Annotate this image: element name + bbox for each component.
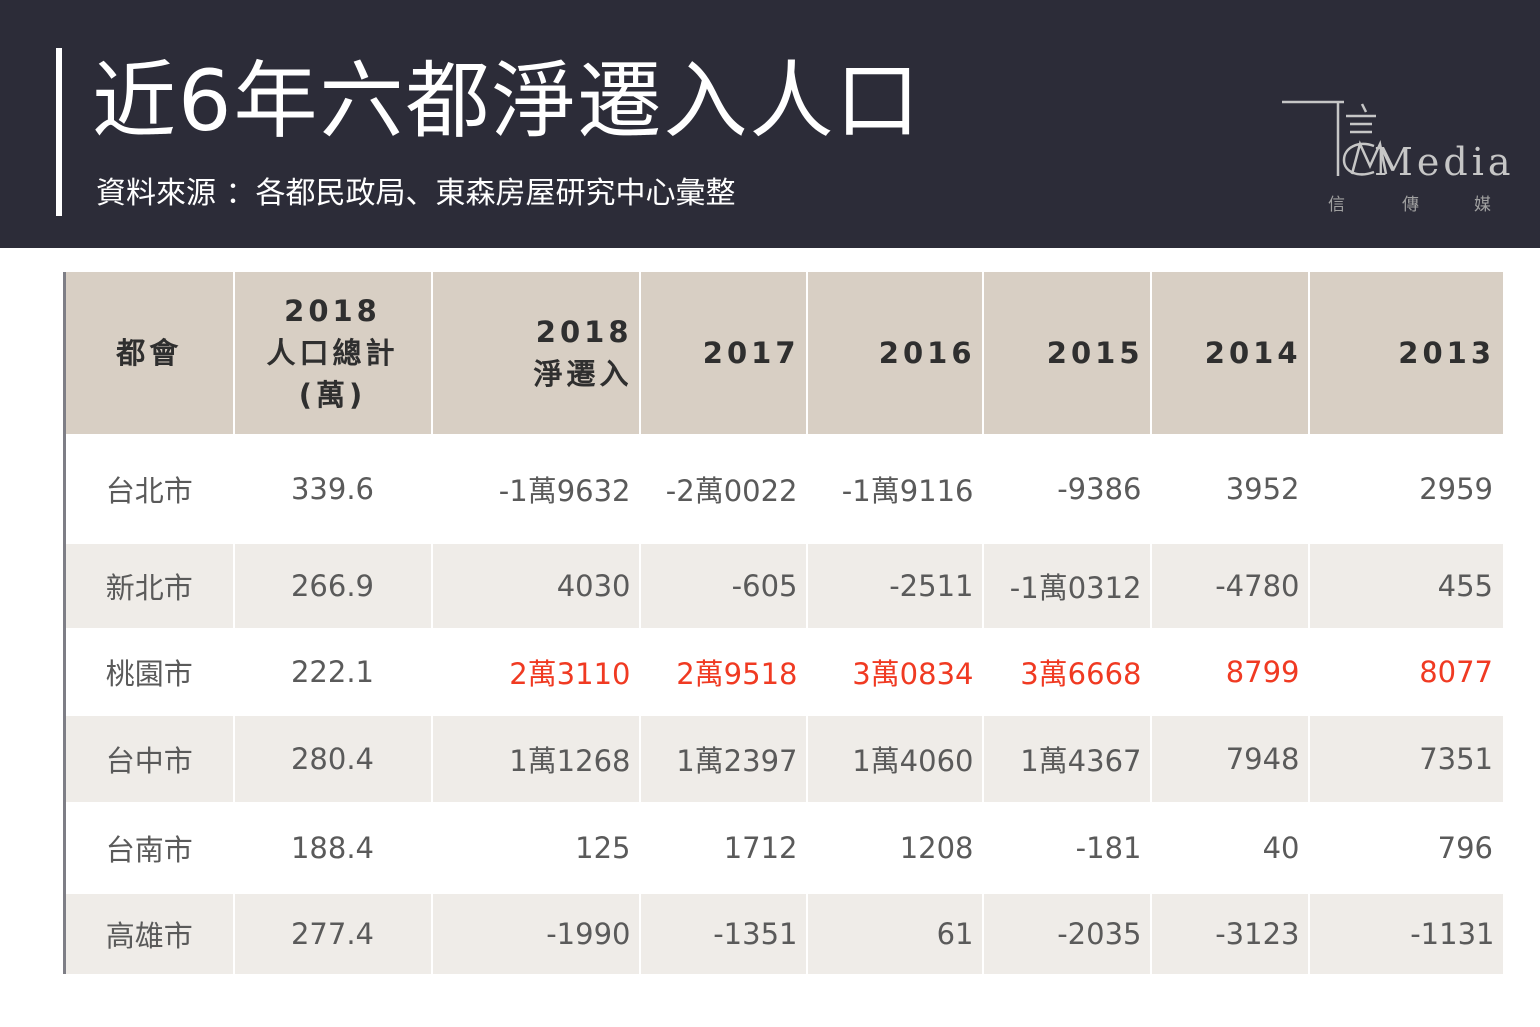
table-body: 台北市 339.6 -1萬9632 -2萬0022 -1萬9116 -9386 3952 29… <box>63 434 1503 974</box>
net-migration-cell: 1萬4060 <box>806 716 984 802</box>
column-header-line: 淨遷入 <box>533 357 633 391</box>
column-header: 2016 <box>806 272 984 434</box>
table-row: 台北市 339.6 -1萬9632 -2萬0022 -1萬9116 -9386 3952 29… <box>63 434 1503 544</box>
population-cell: 188.4 <box>233 802 433 894</box>
table-row: 新北市 266.9 4030 -605 -2511 -1萬0312 -4780 455 <box>63 544 1503 628</box>
column-header: 2014 <box>1150 272 1310 434</box>
table-row: 高雄市 277.4 -1990 -1351 61 -2035 -3123 -1131 <box>63 894 1503 974</box>
column-header-line: 2014 <box>1204 336 1302 370</box>
net-migration-cell: 7351 <box>1308 716 1503 802</box>
media-logo-icon <box>1282 100 1388 176</box>
migration-table: 都會 2018 人口總計 (萬) 2018 淨遷入 2017 2016 2015 2014 2013… <box>63 272 1504 974</box>
net-migration-cell: -605 <box>639 544 808 628</box>
table-header-row: 都會 2018 人口總計 (萬) 2018 淨遷入 2017 2016 2015 2014 2013 <box>63 272 1503 434</box>
net-migration-cell: 8077 <box>1308 628 1503 716</box>
net-migration-cell: 455 <box>1308 544 1503 628</box>
city-name-cell: 台北市 <box>63 434 235 544</box>
column-header-line: 2017 <box>702 336 800 370</box>
population-cell: 222.1 <box>233 628 433 716</box>
net-migration-cell: -2萬0022 <box>639 434 808 544</box>
net-migration-cell: 1萬1268 <box>431 716 641 802</box>
page-title: 近6年六都淨遷入人口 <box>92 52 922 150</box>
net-migration-cell: 796 <box>1308 802 1503 894</box>
city-name-cell: 高雄市 <box>63 894 235 974</box>
net-migration-cell: -4780 <box>1150 544 1310 628</box>
population-cell: 339.6 <box>233 434 433 544</box>
net-migration-cell: -1萬9116 <box>806 434 984 544</box>
city-name-cell: 桃園市 <box>63 628 235 716</box>
net-migration-cell: -1351 <box>639 894 808 974</box>
net-migration-cell: -1萬0312 <box>982 544 1152 628</box>
net-migration-cell: 3萬0834 <box>806 628 984 716</box>
column-header: 2013 <box>1308 272 1503 434</box>
header-banner <box>0 0 1540 248</box>
column-header: 2017 <box>639 272 808 434</box>
column-header: 2018 淨遷入 <box>431 272 641 434</box>
table-row: 桃園市 222.1 2萬3110 2萬9518 3萬0834 3萬6668 8799 8077 <box>63 628 1503 716</box>
city-name-cell: 台南市 <box>63 802 235 894</box>
net-migration-cell: 3952 <box>1150 434 1310 544</box>
title-accent-bar <box>56 48 62 216</box>
city-name-cell: 新北市 <box>63 544 235 628</box>
table-row: 台南市 188.4 125 1712 1208 -181 40 796 <box>63 802 1503 894</box>
column-header: 2018 人口總計 (萬) <box>233 272 433 434</box>
column-header-line: 2018 <box>284 294 381 328</box>
net-migration-cell: 2萬9518 <box>639 628 808 716</box>
net-migration-cell: -1131 <box>1308 894 1503 974</box>
population-cell: 277.4 <box>233 894 433 974</box>
net-migration-cell: 1萬4367 <box>982 716 1152 802</box>
net-migration-cell: -1萬9632 <box>431 434 641 544</box>
population-cell: 266.9 <box>233 544 433 628</box>
column-header-line: 都會 <box>116 336 183 370</box>
net-migration-cell: 3萬6668 <box>982 628 1152 716</box>
net-migration-cell: 1208 <box>806 802 984 894</box>
net-migration-cell: 1萬2397 <box>639 716 808 802</box>
net-migration-cell: -2035 <box>982 894 1152 974</box>
column-header-line: 2016 <box>878 336 976 370</box>
logo-sub-char: 傳 <box>1402 195 1419 215</box>
net-migration-cell: -181 <box>982 802 1152 894</box>
column-header-line: 2013 <box>1398 336 1495 370</box>
net-migration-cell: 125 <box>431 802 641 894</box>
logo-text: Media <box>1374 140 1515 184</box>
net-migration-cell: 1712 <box>639 802 808 894</box>
column-header: 2015 <box>982 272 1152 434</box>
net-migration-cell: 2959 <box>1308 434 1503 544</box>
net-migration-cell: 40 <box>1150 802 1310 894</box>
net-migration-cell: 61 <box>806 894 984 974</box>
net-migration-cell: 8799 <box>1150 628 1310 716</box>
population-cell: 280.4 <box>233 716 433 802</box>
net-migration-cell: -1990 <box>431 894 641 974</box>
column-header-line: 2015 <box>1046 336 1144 370</box>
logo-sub-char: 信 <box>1328 195 1345 215</box>
net-migration-cell: -9386 <box>982 434 1152 544</box>
logo-sub-char: 媒 <box>1474 195 1491 215</box>
net-migration-cell: 7948 <box>1150 716 1310 802</box>
net-migration-cell: -3123 <box>1150 894 1310 974</box>
column-header-line: (萬) <box>298 378 367 412</box>
table-row: 台中市 280.4 1萬1268 1萬2397 1萬4060 1萬4367 7948 7351 <box>63 716 1503 802</box>
net-migration-cell: -2511 <box>806 544 984 628</box>
column-header-line: 人口總計 <box>266 336 399 370</box>
column-header: 都會 <box>63 272 235 434</box>
column-header-line: 2018 <box>535 315 633 349</box>
net-migration-cell: 2萬3110 <box>431 628 641 716</box>
source-note: 資料來源 ：各都民政局、東森房屋研究中心彙整 <box>96 176 736 211</box>
net-migration-cell: 4030 <box>431 544 641 628</box>
city-name-cell: 台中市 <box>63 716 235 802</box>
